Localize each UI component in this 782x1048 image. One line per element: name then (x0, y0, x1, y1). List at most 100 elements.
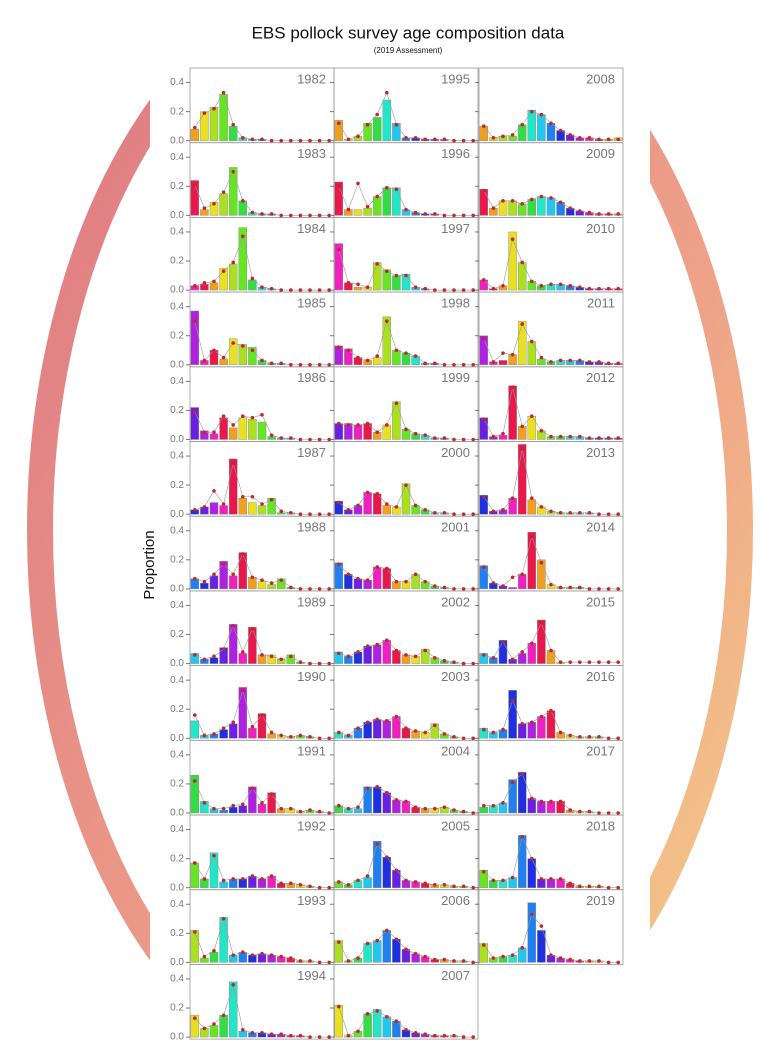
fit-point (365, 720, 370, 725)
fit-point (452, 512, 456, 516)
fit-point (501, 351, 505, 355)
fit-point (482, 494, 486, 499)
chart-subtitle: (2019 Assessment) (374, 46, 443, 55)
fit-point (241, 552, 245, 556)
fit-point (241, 199, 245, 203)
bar (353, 808, 363, 814)
fit-point (221, 90, 226, 95)
fit-point (491, 286, 496, 291)
bar (392, 350, 401, 366)
bar (334, 423, 344, 440)
fit-point (375, 785, 380, 789)
fit-point (423, 508, 428, 512)
fit-point (423, 730, 428, 735)
bar (228, 624, 238, 664)
fit-point (289, 436, 293, 440)
fit-point (423, 361, 428, 366)
fit-point (193, 930, 197, 934)
fit-point (394, 348, 399, 353)
bar (479, 335, 489, 366)
fit-point (365, 122, 370, 127)
bar (248, 502, 257, 515)
fit-point (385, 90, 389, 95)
fit-point (549, 708, 553, 713)
fit-point (539, 924, 544, 928)
fit-point (298, 138, 303, 143)
fit-point (433, 806, 437, 811)
y-axis-label: Proportion (141, 530, 158, 599)
fit-point (471, 512, 476, 516)
bar (257, 713, 267, 739)
panel-label: 1985 (297, 296, 326, 311)
fit-point (385, 269, 389, 273)
bar (257, 581, 267, 590)
y-tick-label: 0.4 (170, 451, 184, 462)
fit-point (404, 427, 408, 432)
bar (267, 436, 276, 440)
fit-point (356, 576, 360, 581)
fit-point (606, 512, 611, 516)
fit-point (327, 512, 332, 516)
bar (517, 262, 527, 291)
fit-point (461, 884, 466, 889)
fit-point (231, 260, 235, 265)
fit-point (289, 735, 293, 739)
fit-point (578, 358, 582, 363)
fit-point (298, 882, 303, 887)
fit-point (433, 957, 437, 962)
fit-point (221, 916, 226, 921)
fit-point (587, 286, 592, 291)
bar (527, 499, 537, 515)
fit-point (520, 835, 524, 839)
fit-point (501, 199, 505, 203)
fit-point (616, 660, 620, 664)
fit-point (461, 213, 466, 218)
fit-point (597, 286, 601, 291)
fit-point (337, 880, 341, 884)
fit-point (212, 948, 216, 953)
panel-label: 2000 (441, 445, 470, 460)
fit-point (539, 194, 544, 199)
bar (238, 200, 248, 216)
fit-point (375, 262, 380, 266)
fit-point (298, 587, 303, 591)
fit-point (549, 434, 553, 439)
fit-point (289, 288, 293, 292)
fit-point (597, 959, 601, 963)
fit-point (317, 138, 322, 143)
fit-point (530, 197, 534, 202)
bar (527, 341, 537, 366)
fit-point (212, 806, 216, 811)
bar (392, 401, 401, 440)
bar (537, 358, 546, 366)
fit-point (558, 128, 563, 133)
fit-point (346, 281, 351, 285)
bar (392, 938, 401, 963)
fit-point (212, 348, 216, 353)
panel-label: 1988 (297, 520, 326, 535)
fit-point (231, 461, 235, 466)
fit-point (597, 360, 601, 364)
fit-point (202, 801, 207, 805)
fit-point (279, 881, 284, 886)
fit-point (317, 587, 322, 591)
bar (527, 722, 537, 739)
bar (537, 619, 546, 664)
bar (219, 268, 228, 291)
fit-point (279, 1032, 284, 1036)
panel-label: 1990 (297, 669, 326, 684)
fit-point (442, 658, 447, 663)
fit-point (482, 188, 486, 193)
fit-point (241, 650, 245, 654)
fit-point (385, 719, 389, 723)
fit-point (501, 283, 505, 288)
fit-point (404, 726, 408, 730)
fit-point (539, 112, 544, 117)
fit-point (404, 207, 408, 212)
bar (382, 640, 392, 664)
fit-point (423, 954, 428, 959)
bar (382, 930, 392, 963)
fit-point (616, 361, 620, 366)
fit-point (530, 912, 534, 917)
